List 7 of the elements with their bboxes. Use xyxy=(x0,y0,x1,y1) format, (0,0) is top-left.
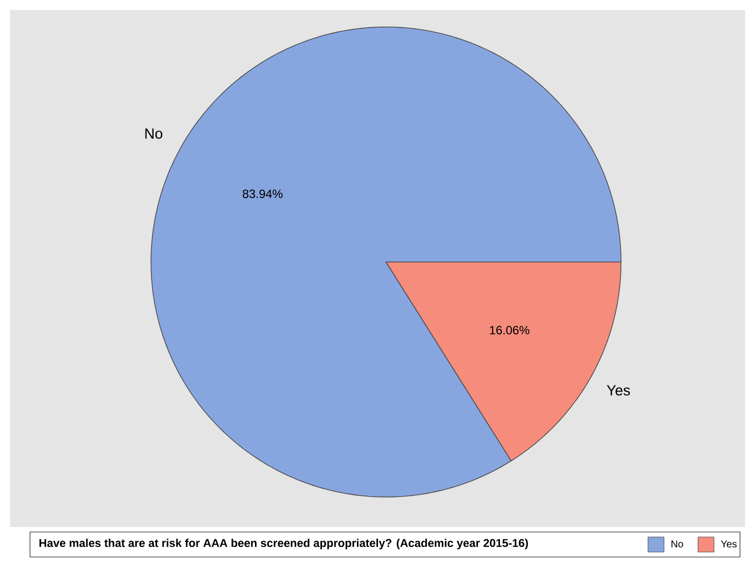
data-label: 16.06% xyxy=(490,326,530,334)
slice-label: Yes xyxy=(606,385,630,396)
data-label: 83.94% xyxy=(242,190,283,198)
legend-label: No xyxy=(672,540,684,548)
slice-label: No xyxy=(145,128,162,139)
legend-label: Yes xyxy=(720,540,737,548)
legend-title: Have males that are at risk for AAA been screened appropriately? (Academic year 2015-16) xyxy=(39,538,528,550)
